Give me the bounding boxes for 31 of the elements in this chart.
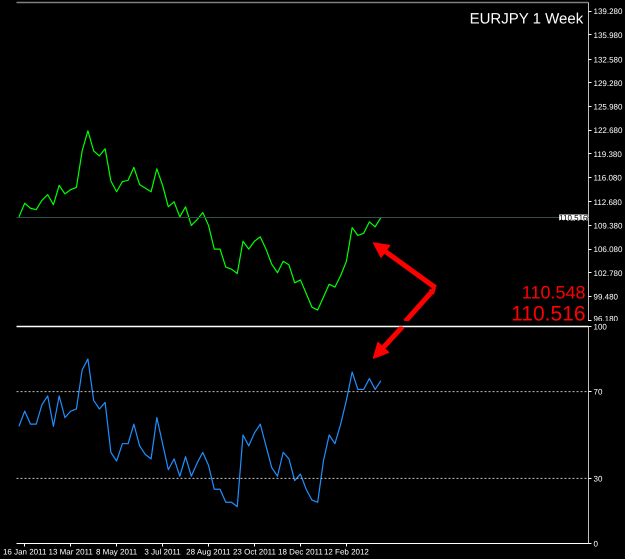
x-tick-label: 23 Oct 2011 [232, 548, 277, 556]
line-series [18, 130, 382, 311]
y-tick-label: 125.980 [594, 102, 623, 112]
line-series [18, 358, 382, 508]
y-tick-label: 122.680 [594, 126, 623, 136]
y-tick-label: 109.380 [594, 222, 623, 231]
y-tick-label: 132.580 [594, 55, 623, 64]
y-tick-label: 0 [594, 540, 598, 548]
annotation: 110.516 [511, 302, 586, 326]
annotation: 110.548 [522, 282, 586, 302]
x-tick-label: 3 Jul 2011 [144, 548, 182, 556]
y-tick-label: 106.080 [594, 245, 623, 254]
y-tick-label: 112.680 [594, 198, 622, 207]
y-tick-label: 116.080 [594, 174, 622, 183]
text: EURJPY 1 Week [470, 10, 584, 28]
x-tick-label: 12 Feb 2012 [324, 548, 370, 556]
ref-line-label: 110.516 [559, 213, 588, 222]
x-tick-label: 8 May 2011 [96, 548, 138, 556]
x-tick-label: 16 Jan 2011 [2, 548, 47, 556]
x-tick-label: 13 Mar 2011 [48, 548, 94, 556]
y-tick-label: 129.280 [594, 78, 623, 88]
y-tick-label: 135.980 [594, 30, 623, 40]
x-tick-label: 18 Dec 2011 [278, 548, 324, 556]
y-tick-label: 99.480 [594, 292, 619, 302]
x-tick-label: 28 Aug 2011 [186, 548, 232, 556]
y-tick-label: 102.780 [594, 268, 623, 278]
y-tick-label: 100 [594, 322, 608, 332]
y-tick-label: 119.380 [594, 150, 622, 159]
y-tick-label: 70 [594, 388, 603, 397]
y-tick-label: 139.280 [594, 7, 623, 16]
y-tick-label: 30 [594, 474, 603, 484]
